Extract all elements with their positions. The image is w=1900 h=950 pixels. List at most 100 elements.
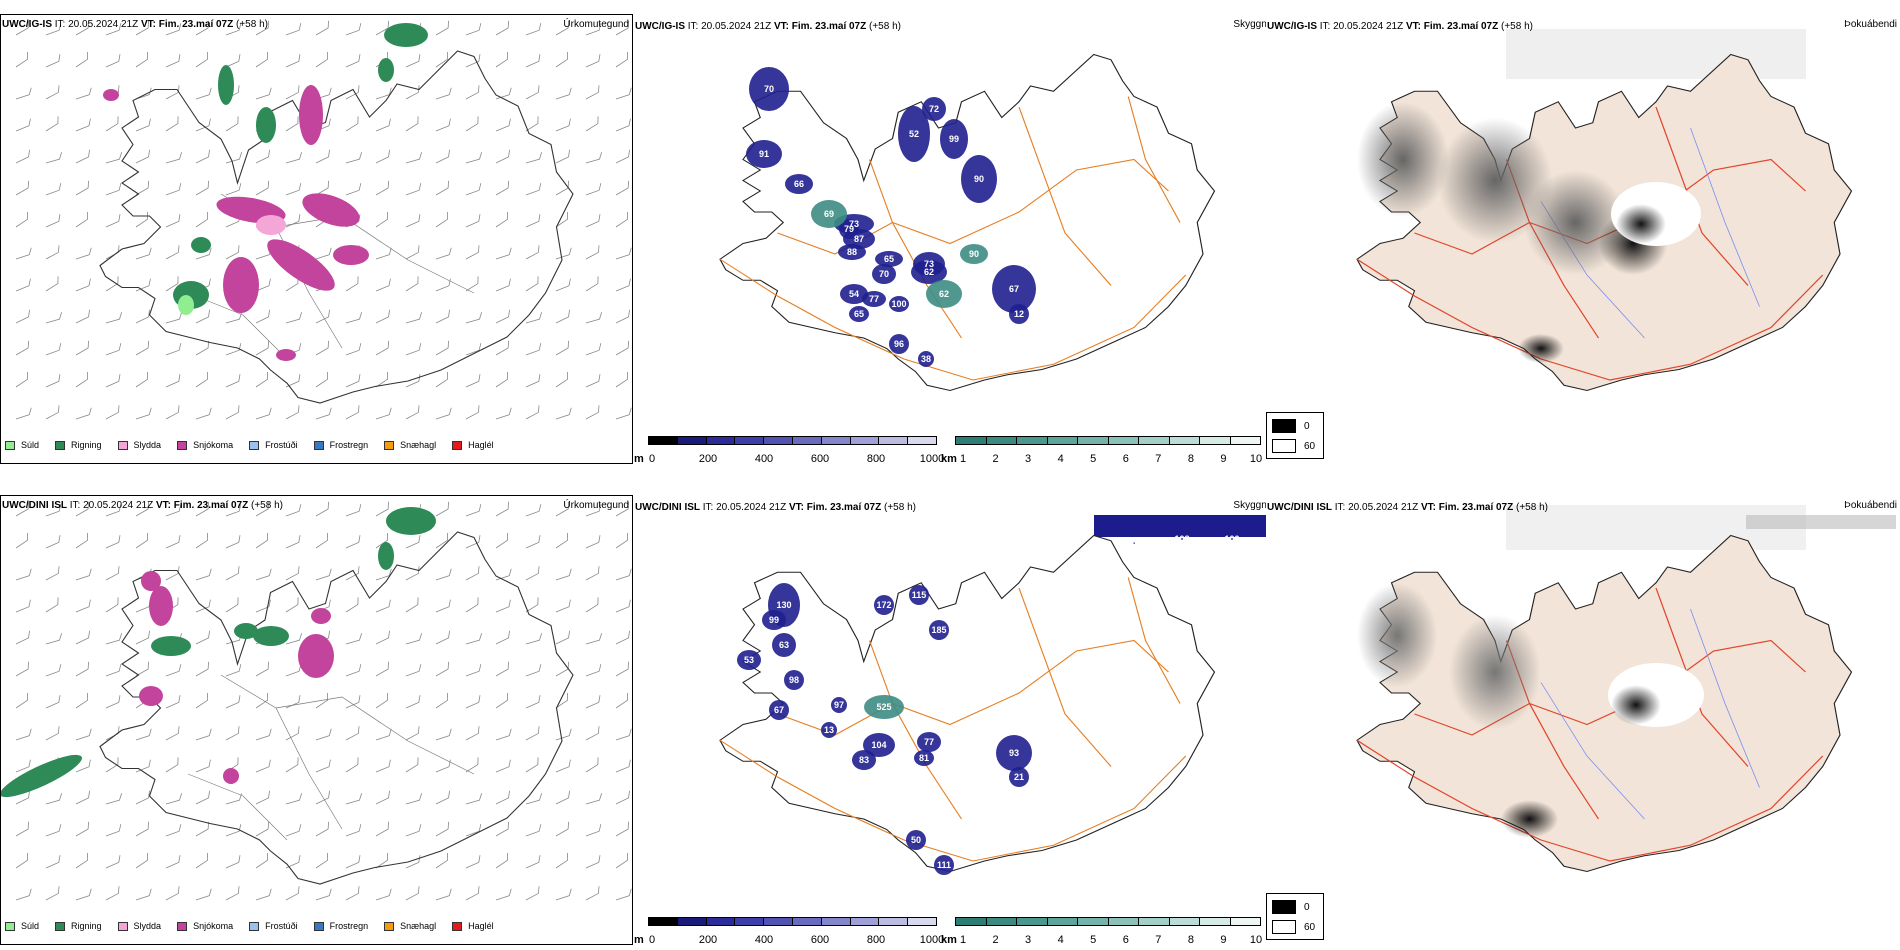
wind-barb (495, 568, 512, 581)
wind-barb (345, 374, 361, 388)
colorbar-label: 800 (866, 934, 886, 945)
legend-label: Súld (21, 440, 40, 450)
legend-label: Frostúði (265, 921, 298, 931)
wind-barb (345, 757, 359, 773)
ceiling-value-label: 130 (776, 600, 791, 610)
panel-title: UWC/DINI ISL IT: 20.05.2024 21Z VT: Fim.… (2, 500, 283, 511)
wind-barb (465, 757, 479, 773)
ceiling-value-label: 66 (794, 179, 804, 189)
wind-barb (375, 149, 390, 164)
precip-area (253, 626, 289, 646)
visibility-area (914, 750, 934, 766)
wind-barb (105, 276, 119, 292)
wind-barb (585, 23, 602, 36)
wind-barb (195, 340, 209, 356)
wind-barb (555, 692, 569, 709)
colorbar-segment (734, 917, 765, 926)
wind-barb (285, 886, 300, 901)
precip-area (276, 349, 296, 361)
wind-barb (15, 501, 29, 517)
wind-barb (525, 183, 542, 196)
wind-barb (225, 245, 240, 260)
wind-barb (225, 793, 243, 805)
wind-barb (405, 824, 422, 837)
wind-barb (195, 118, 211, 132)
colorbar-label: 8 (1187, 934, 1194, 945)
wind-barb (555, 20, 569, 36)
wind-barb (195, 149, 210, 164)
legend-item: Slydda (117, 440, 161, 450)
wind-barb (615, 309, 630, 324)
wind-barb (405, 793, 423, 805)
wind-barb (555, 888, 572, 901)
wind-barb (45, 85, 60, 100)
colorbar-segment (1138, 436, 1170, 445)
wind-barb (375, 532, 389, 549)
visibility-area (1181, 538, 1183, 540)
wind-barb (75, 501, 89, 517)
wind-barb (195, 20, 209, 36)
wind-barb (285, 566, 300, 581)
wind-barb (285, 214, 301, 228)
wind-barb (615, 532, 629, 549)
fog-legend: 0 60 (1266, 412, 1324, 459)
ceiling-value-label: 87 (854, 234, 864, 244)
wind-barb (405, 664, 422, 677)
visibility-area (762, 610, 786, 630)
legend-swatch (177, 440, 188, 450)
wind-barb (495, 180, 509, 196)
wind-barb (465, 793, 483, 805)
wind-barb (315, 340, 329, 356)
wind-barb (375, 180, 389, 196)
wind-barb (345, 633, 363, 645)
wind-barb (45, 566, 60, 581)
wind-barb (465, 183, 482, 196)
wind-barb (405, 312, 423, 324)
wind-barb (345, 183, 362, 196)
wind-barb (315, 20, 329, 36)
wind-barb (435, 692, 449, 709)
colorbar-label: 10 (1249, 934, 1263, 945)
wind-barb (345, 824, 362, 837)
legend-swatch (117, 921, 128, 931)
legend-label: Frostregn (329, 921, 369, 931)
ceiling-value-label: 98 (789, 675, 799, 685)
wind-barb (135, 149, 150, 164)
precip-legend: Súld Rigning Slydda Snjókoma Frostúði Frostre… (5, 921, 494, 931)
wind-barb (525, 535, 541, 549)
wind-barb (585, 214, 601, 228)
ceiling-value-label: 73 (924, 259, 934, 269)
wind-barb (45, 276, 59, 292)
legend-label: Snjókoma (193, 921, 234, 931)
wind-barb (435, 888, 452, 901)
precip-area (378, 542, 394, 570)
colorbar-label: 7 (1155, 453, 1162, 464)
visibility-colorbar: km 1 2 3 4 5 6 7 8 9 10 (941, 436, 1266, 464)
wind-barb (195, 728, 212, 741)
wind-barb (105, 374, 121, 388)
visibility-area (875, 251, 903, 267)
colorbar-segment (1168, 917, 1200, 926)
wind-barb (105, 886, 120, 901)
wind-barb (165, 695, 181, 709)
ceiling-value-label: 95 (1129, 538, 1139, 548)
wind-barb (315, 180, 329, 196)
colorbar-label: 0 (648, 453, 656, 464)
wind-barb (75, 532, 89, 549)
wind-barb (435, 728, 452, 741)
wind-barb (465, 664, 482, 677)
colorbar-segment (1077, 917, 1109, 926)
wind-barb (435, 630, 450, 645)
wind-barb (585, 566, 600, 581)
wind-barb (345, 54, 361, 68)
visibility-area (811, 200, 847, 228)
legend-swatch (313, 921, 324, 931)
ceiling-value-label: 70 (764, 84, 774, 94)
wind-barb (75, 20, 89, 36)
legend-swatch (55, 440, 66, 450)
legend-label: Rigning (71, 921, 102, 931)
visibility-area (909, 585, 929, 605)
visibility-area (849, 306, 869, 322)
visibility-area (918, 351, 934, 367)
wind-barb (585, 116, 599, 132)
